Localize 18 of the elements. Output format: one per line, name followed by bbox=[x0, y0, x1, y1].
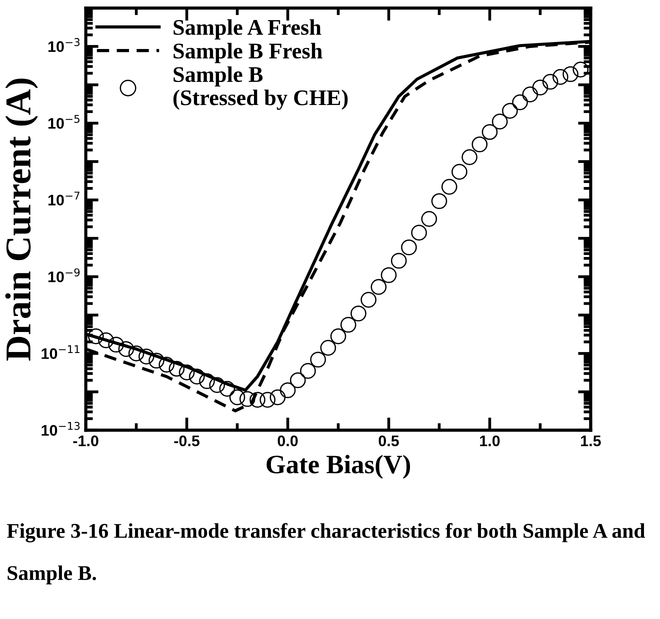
x-tick-label: 1.5 bbox=[581, 436, 601, 446]
y-tick-label: 10$^{−3}$ bbox=[48, 38, 80, 52]
legend-label: Sample B Fresh bbox=[174, 42, 322, 64]
x-axis-title: Gate Bias(V) bbox=[266, 454, 410, 479]
y-tick-label: 10$^{−11}$ bbox=[42, 345, 80, 360]
y-tick-label: 10$^{−5}$ bbox=[48, 114, 80, 129]
x-tick-label: 0.0 bbox=[278, 435, 298, 446]
legend-label: Sample A Fresh bbox=[174, 19, 322, 40]
caption: Figure 3-16 Linear-mode transfer characteristics for both Sample A and Sample B. bbox=[6, 523, 646, 584]
legend-label: Sample B (Stressed by CHE) bbox=[173, 66, 348, 110]
x-tick-label: 0.5 bbox=[378, 435, 399, 446]
y-tick-label: 10$^{−13}$ bbox=[42, 422, 80, 436]
y-tick-label: 10$^{−9}$ bbox=[48, 268, 80, 282]
x-tick-label: -0.5 bbox=[174, 435, 200, 446]
y-axis-title: Drain Current (A) bbox=[5, 78, 38, 361]
x-tick-label: -1.0 bbox=[73, 435, 98, 446]
x-tick-label: 1.0 bbox=[480, 435, 500, 446]
y-tick-label: 10$^{−7}$ bbox=[48, 192, 80, 206]
